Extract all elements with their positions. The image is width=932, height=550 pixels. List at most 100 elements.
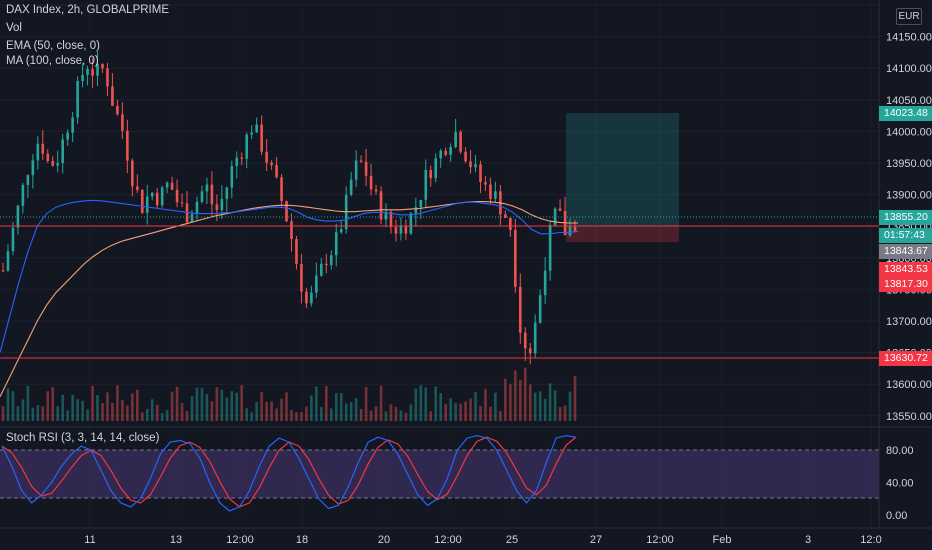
stoch-rsi-legend[interactable]: Stoch RSI (3, 3, 14, 14, close) xyxy=(6,432,160,444)
volume-bar xyxy=(66,410,69,421)
volume-bar xyxy=(140,412,144,421)
volume-bar xyxy=(464,401,467,421)
volume-bar xyxy=(91,385,94,421)
candle-body xyxy=(528,348,532,354)
candle-body xyxy=(140,189,144,213)
volume-bar xyxy=(225,397,229,421)
candle-body xyxy=(494,191,497,199)
candle-body xyxy=(200,191,204,202)
currency-badge[interactable]: EUR xyxy=(896,8,922,25)
candle-body xyxy=(31,160,35,176)
volume-bar xyxy=(160,412,164,421)
volume-bar xyxy=(543,398,547,421)
time-tick-label: 27 xyxy=(590,534,602,546)
volume-legend[interactable]: Vol xyxy=(6,22,22,34)
symbol-legend[interactable]: DAX Index, 2h, GLOBALPRIME xyxy=(6,4,169,16)
volume-bar xyxy=(36,405,40,421)
candle-body xyxy=(439,150,443,159)
volume-bar xyxy=(424,387,428,421)
candle-body xyxy=(260,124,263,152)
ema-50-line xyxy=(0,199,579,353)
candle-body xyxy=(26,175,30,185)
volume-bar xyxy=(185,411,189,421)
candle-body xyxy=(21,184,25,206)
volume-bar xyxy=(145,408,149,421)
volume-bar xyxy=(329,408,333,421)
candle-body xyxy=(175,189,179,203)
candle-body xyxy=(96,63,99,76)
candle-body xyxy=(111,86,114,106)
price-tick-label: 14000.00 xyxy=(886,126,932,138)
candle-body xyxy=(434,158,438,179)
candle-body xyxy=(379,191,383,220)
volume-bar xyxy=(379,385,383,421)
candle-body xyxy=(225,187,229,199)
candle-body xyxy=(509,218,512,230)
candle-body xyxy=(399,226,403,234)
volume-bar xyxy=(504,378,507,421)
volume-bar xyxy=(170,391,174,421)
candle-body xyxy=(320,263,323,276)
volume-bar xyxy=(175,386,179,421)
volume-bar xyxy=(260,392,263,421)
volume-bar xyxy=(150,399,154,421)
candle-body xyxy=(339,229,343,233)
price-tick-label: 14100.00 xyxy=(886,63,932,75)
volume-bar xyxy=(444,403,447,421)
volume-bar xyxy=(315,386,318,421)
volume-bar xyxy=(300,412,303,421)
volume-bar xyxy=(494,392,497,421)
volume-bar xyxy=(126,405,129,421)
volume-bar xyxy=(116,385,119,421)
candle-body xyxy=(454,131,457,147)
candle-body xyxy=(444,150,447,155)
volume-bar xyxy=(190,396,194,421)
price-tag: 13843.67 xyxy=(879,244,932,259)
time-axis[interactable]: 11 13 12:00 18 20 12:00 25 27 12:00 Feb 3 12:0 xyxy=(84,534,881,546)
candle-body xyxy=(46,153,50,161)
candle-body xyxy=(56,162,60,166)
candle-body xyxy=(86,69,89,76)
volume-bar xyxy=(21,399,25,421)
volume-bar xyxy=(200,387,204,421)
candle-body xyxy=(135,186,139,190)
volume-bar xyxy=(449,398,452,421)
volume-bar xyxy=(553,390,557,421)
price-tick-label: 13900.00 xyxy=(886,190,932,202)
candle-body xyxy=(419,199,423,208)
volume-bar xyxy=(195,387,199,421)
volume-bar xyxy=(454,403,457,421)
volume-bar xyxy=(61,394,64,421)
volume-bar xyxy=(499,411,502,421)
candle-body xyxy=(464,151,467,162)
candle-body xyxy=(449,146,452,155)
volume-bar xyxy=(220,389,224,421)
time-tick-label: 12:00 xyxy=(434,534,462,546)
ema-legend[interactable]: EMA (50, close, 0) xyxy=(6,40,100,52)
ma-legend[interactable]: MA (100, close, 0) xyxy=(6,55,99,67)
volume-bar xyxy=(86,409,89,421)
price-tick-label: 13950.00 xyxy=(886,158,932,170)
candle-body xyxy=(190,214,194,223)
stoch-tick-label: 0.00 xyxy=(886,510,907,522)
candle-body xyxy=(533,322,537,354)
candle-body xyxy=(354,160,358,180)
volume-bar xyxy=(31,407,35,421)
candle-body xyxy=(389,211,393,228)
candle-body xyxy=(76,80,79,118)
volume-bar xyxy=(573,376,577,421)
candle-body xyxy=(409,213,413,234)
volume-bar xyxy=(121,399,124,421)
volume-bar xyxy=(111,402,114,421)
volume-bar xyxy=(339,393,343,421)
volume-bars xyxy=(1,367,577,421)
volume-bar xyxy=(106,392,109,421)
candle-body xyxy=(1,270,5,272)
candle-body xyxy=(543,270,547,296)
candle-body xyxy=(180,202,184,204)
stop-zone xyxy=(566,226,679,242)
volume-bar xyxy=(474,392,477,421)
volume-bar xyxy=(71,394,74,421)
candle-body xyxy=(573,226,577,232)
